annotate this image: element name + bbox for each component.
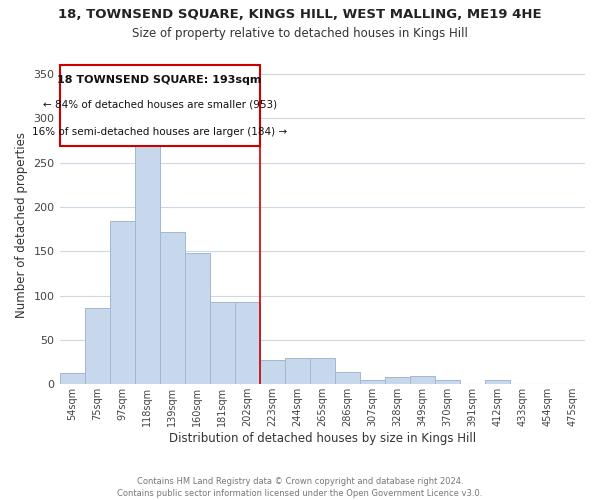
Bar bbox=[59, 373, 85, 384]
Text: ← 84% of detached houses are smaller (953): ← 84% of detached houses are smaller (95… bbox=[43, 99, 277, 109]
Bar bbox=[85, 308, 110, 384]
Bar bbox=[134, 126, 160, 384]
Text: Size of property relative to detached houses in Kings Hill: Size of property relative to detached ho… bbox=[132, 28, 468, 40]
Y-axis label: Number of detached properties: Number of detached properties bbox=[15, 132, 28, 318]
Bar bbox=[310, 358, 335, 384]
Bar bbox=[485, 380, 510, 384]
Text: 18, TOWNSEND SQUARE, KINGS HILL, WEST MALLING, ME19 4HE: 18, TOWNSEND SQUARE, KINGS HILL, WEST MA… bbox=[58, 8, 542, 20]
Bar bbox=[435, 380, 460, 384]
Text: Contains HM Land Registry data © Crown copyright and database right 2024.
Contai: Contains HM Land Registry data © Crown c… bbox=[118, 476, 482, 498]
Bar bbox=[335, 372, 360, 384]
Bar bbox=[410, 376, 435, 384]
Bar bbox=[385, 377, 410, 384]
Bar bbox=[360, 380, 385, 384]
Bar bbox=[260, 360, 285, 384]
Bar bbox=[285, 358, 310, 384]
Bar bbox=[185, 253, 209, 384]
Text: 16% of semi-detached houses are larger (184) →: 16% of semi-detached houses are larger (… bbox=[32, 127, 287, 137]
Text: 18 TOWNSEND SQUARE: 193sqm: 18 TOWNSEND SQUARE: 193sqm bbox=[58, 74, 262, 85]
Bar bbox=[209, 302, 235, 384]
Bar bbox=[160, 232, 185, 384]
Bar bbox=[110, 221, 134, 384]
Bar bbox=[235, 302, 260, 384]
X-axis label: Distribution of detached houses by size in Kings Hill: Distribution of detached houses by size … bbox=[169, 432, 476, 445]
